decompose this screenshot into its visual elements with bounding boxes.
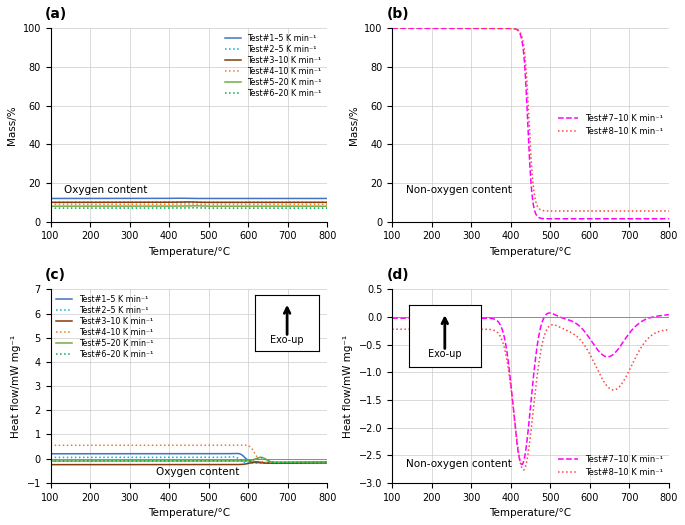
Text: Non-oxygen content: Non-oxygen content <box>406 185 512 195</box>
X-axis label: Temperature/°C: Temperature/°C <box>148 508 230 518</box>
Y-axis label: Heat flow/mW mg⁻¹: Heat flow/mW mg⁻¹ <box>11 334 21 438</box>
Y-axis label: Mass/%: Mass/% <box>349 105 358 145</box>
Text: (b): (b) <box>387 6 410 20</box>
Legend: Test#1–5 K min⁻¹, Test#2–5 K min⁻¹, Test#3–10 K min⁻¹, Test#4–10 K min⁻¹, Test#5: Test#1–5 K min⁻¹, Test#2–5 K min⁻¹, Test… <box>221 30 325 101</box>
Legend: Test#1–5 K min⁻¹, Test#2–5 K min⁻¹, Test#3–10 K min⁻¹, Test#4–10 K min⁻¹, Test#5: Test#1–5 K min⁻¹, Test#2–5 K min⁻¹, Test… <box>53 292 156 362</box>
Text: Oxygen content: Oxygen content <box>155 467 239 477</box>
Legend: Test#7–10 K min⁻¹, Test#8–10 K min⁻¹: Test#7–10 K min⁻¹, Test#8–10 K min⁻¹ <box>554 111 667 140</box>
Y-axis label: Heat flow/mW mg⁻¹: Heat flow/mW mg⁻¹ <box>343 334 353 438</box>
X-axis label: Temperature/°C: Temperature/°C <box>148 247 230 257</box>
X-axis label: Temperature/°C: Temperature/°C <box>490 247 571 257</box>
Legend: Test#7–10 K min⁻¹, Test#8–10 K min⁻¹: Test#7–10 K min⁻¹, Test#8–10 K min⁻¹ <box>554 452 667 480</box>
Text: (d): (d) <box>387 268 410 282</box>
X-axis label: Temperature/°C: Temperature/°C <box>490 508 571 518</box>
Y-axis label: Mass/%: Mass/% <box>7 105 17 145</box>
Text: Non-oxygen content: Non-oxygen content <box>406 459 512 469</box>
Text: Oxygen content: Oxygen content <box>64 185 148 195</box>
Text: (c): (c) <box>45 268 66 282</box>
Text: (a): (a) <box>45 6 67 20</box>
